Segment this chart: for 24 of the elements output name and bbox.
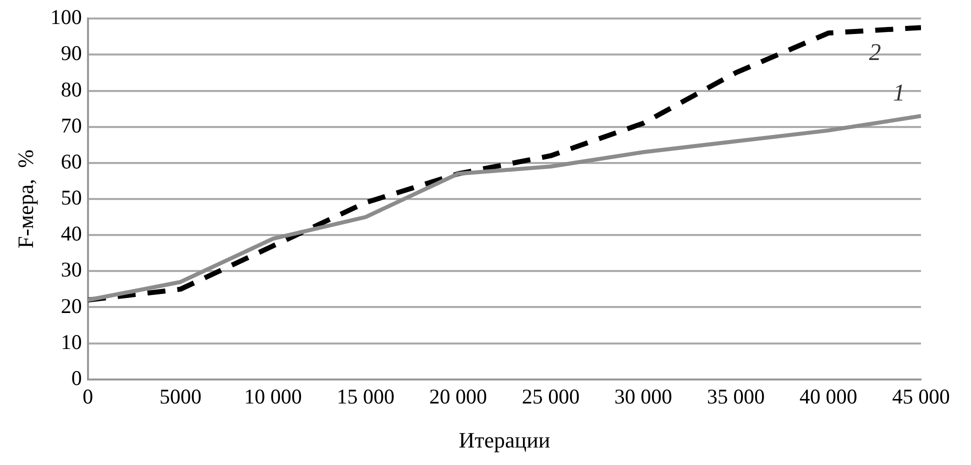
y-tick-label: 60 xyxy=(60,149,82,174)
y-tick-label: 40 xyxy=(60,222,82,246)
x-tick-label: 30 000 xyxy=(614,384,672,409)
x-tick-label: 25 000 xyxy=(522,384,580,409)
y-tick-label: 80 xyxy=(60,77,82,102)
y-axis-title: F-мера, % xyxy=(12,150,38,248)
x-axis-title: Итерации xyxy=(458,428,550,453)
y-tick-label: 20 xyxy=(60,294,82,318)
series-label: 2 xyxy=(869,40,881,66)
x-tick-label: 35 000 xyxy=(706,384,765,409)
y-tick-label: 90 xyxy=(60,41,82,66)
x-tick-label: 45 000 xyxy=(892,384,950,409)
x-tick-label: 15 000 xyxy=(336,384,394,409)
y-tick-label: 30 xyxy=(60,258,82,282)
series-label: 1 xyxy=(893,80,905,106)
x-tick-label: 5000 xyxy=(159,384,202,409)
y-tick-label: 50 xyxy=(60,186,82,210)
y-tick-label: 0 xyxy=(71,366,82,390)
y-tick-label: 10 xyxy=(60,330,82,354)
x-tick-label: 40 000 xyxy=(800,384,858,409)
x-tick-label: 20 000 xyxy=(429,384,488,409)
y-tick-label: 70 xyxy=(60,113,82,138)
y-tick-label: 100 xyxy=(50,5,82,30)
x-tick-label: 10 000 xyxy=(244,384,302,409)
